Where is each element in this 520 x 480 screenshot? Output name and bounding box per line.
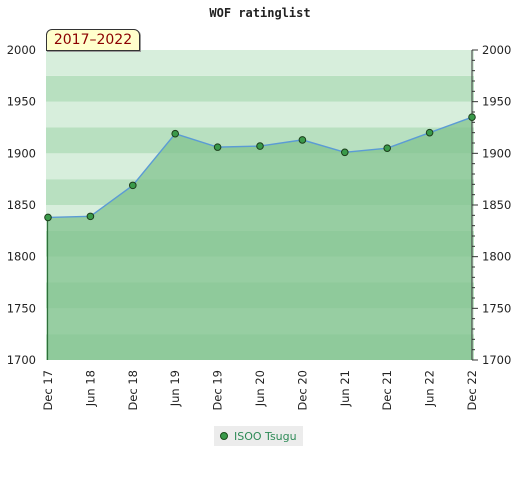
data-point [425,128,434,137]
y-tick-label-left: 1800 [7,250,36,264]
grid-band [46,50,474,76]
y-tick-label-left: 1750 [7,301,36,315]
x-tick-label: Dec 19 [211,370,225,411]
data-point [298,136,307,144]
data-point [129,181,137,190]
y-tick-label-right: 1750 [482,301,511,315]
y-tick-label-left: 1850 [7,198,36,212]
y-tick-label-right: 1950 [482,95,511,109]
x-tick-label: Jun 22 [423,370,437,407]
legend-marker-icon [220,432,228,440]
y-tick-label-right: 2000 [482,43,511,57]
y-tick-label-right: 1850 [482,198,511,212]
data-point [468,113,476,121]
series-area [48,117,472,361]
data-point [86,212,95,221]
x-tick-label: Jun 20 [253,370,267,407]
data-point [383,144,392,152]
legend-series-label: ISOO Tsugu [234,429,297,443]
period-badge: 2017–2022 [46,29,140,51]
x-tick-label: Dec 20 [295,370,309,411]
data-point [341,148,349,157]
grid-band [46,101,474,128]
data-point [44,213,52,222]
data-point [256,142,264,150]
y-tick-label-right: 1700 [482,353,511,367]
y-tick-label-right: 1800 [482,250,511,264]
x-tick-label: Dec 22 [465,370,479,411]
grid-band [46,75,474,102]
x-tick-label: Jun 19 [168,370,182,407]
y-tick-label-left: 1950 [7,95,36,109]
x-tick-label: Dec 17 [41,370,55,411]
y-tick-label-left: 1700 [7,353,36,367]
y-tick-label-right: 1900 [482,146,511,160]
x-tick-label: Jun 21 [338,370,352,407]
x-tick-label: Dec 21 [380,370,394,411]
y-tick-label-left: 2000 [7,43,36,57]
x-tick-label: Dec 18 [126,370,140,411]
legend[interactable]: ISOO Tsugu [214,426,303,446]
data-point [171,129,179,138]
y-tick-label-left: 1900 [7,146,36,160]
x-tick-label: Jun 18 [83,370,97,407]
chart-title: WOF ratinglist [209,6,310,20]
data-point [213,143,222,151]
